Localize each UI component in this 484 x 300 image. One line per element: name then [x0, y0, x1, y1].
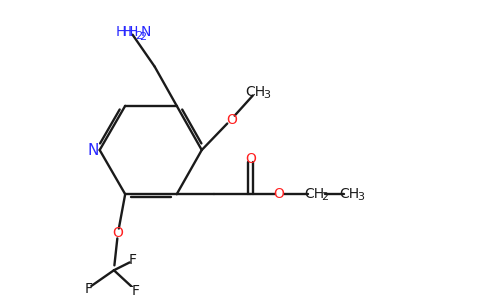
Text: F: F	[84, 282, 92, 296]
Text: 2: 2	[321, 192, 329, 202]
Text: CH: CH	[304, 187, 324, 201]
Text: H: H	[127, 25, 138, 39]
Text: H: H	[122, 25, 133, 39]
Text: 3: 3	[357, 192, 364, 202]
Text: 2: 2	[136, 31, 142, 41]
Text: O: O	[273, 187, 284, 201]
Text: O: O	[112, 226, 123, 240]
Text: F: F	[129, 254, 136, 267]
Text: F: F	[132, 284, 140, 298]
Text: CH: CH	[339, 187, 360, 201]
Text: O: O	[245, 152, 256, 166]
Text: CH: CH	[246, 85, 266, 99]
Text: N: N	[87, 142, 98, 158]
Text: N: N	[141, 25, 151, 39]
Text: H: H	[115, 25, 126, 39]
Text: 3: 3	[263, 90, 270, 100]
Text: O: O	[226, 112, 237, 127]
Text: 2: 2	[139, 32, 147, 42]
